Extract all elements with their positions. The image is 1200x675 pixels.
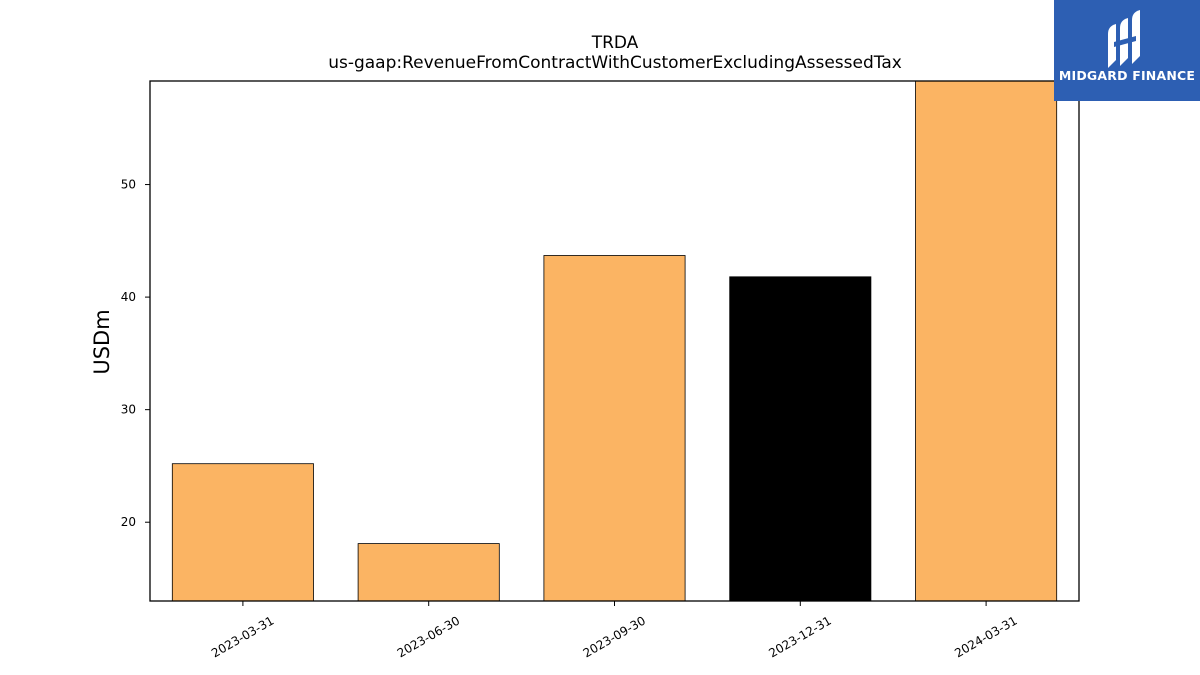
- x-tick-label: 2024-03-31: [952, 613, 1019, 660]
- x-tick-label: 2023-06-30: [395, 613, 462, 660]
- chart-title: TRDA: [591, 33, 639, 53]
- x-tick-label: 2023-09-30: [581, 613, 648, 660]
- y-tick-label: 30: [121, 403, 136, 417]
- bar-2023-12-31: [729, 276, 872, 602]
- x-ticks-group: 2023-03-31 2023-06-30 2023-09-30 2023-12-31…: [209, 601, 1020, 660]
- bar-2023-06-30: [357, 543, 500, 602]
- bar-2023-09-30: [543, 255, 686, 602]
- y-tick-label: 50: [121, 178, 136, 192]
- bars-group: [171, 80, 1058, 602]
- midgard-logo-icon: [1108, 10, 1140, 68]
- bar-2023-03-31: [171, 463, 314, 602]
- brand-name: MIDGARD FINANCE: [1058, 68, 1196, 83]
- bar-2024-03-31: [915, 80, 1058, 602]
- x-tick-label: 2023-03-31: [209, 613, 276, 660]
- y-tick-label: 20: [121, 515, 136, 529]
- plot-frame: [149, 80, 1080, 602]
- y-axis-label: USDm: [90, 309, 114, 374]
- x-tick-label: 2023-12-31: [766, 613, 833, 660]
- y-tick-label: 40: [121, 290, 136, 304]
- chart-subtitle: us-gaap:RevenueFromContractWithCustomerE…: [328, 53, 902, 73]
- brand-badge: MIDGARD FINANCE: [1054, 0, 1200, 101]
- y-ticks-group: 20 30 40 50: [121, 178, 150, 529]
